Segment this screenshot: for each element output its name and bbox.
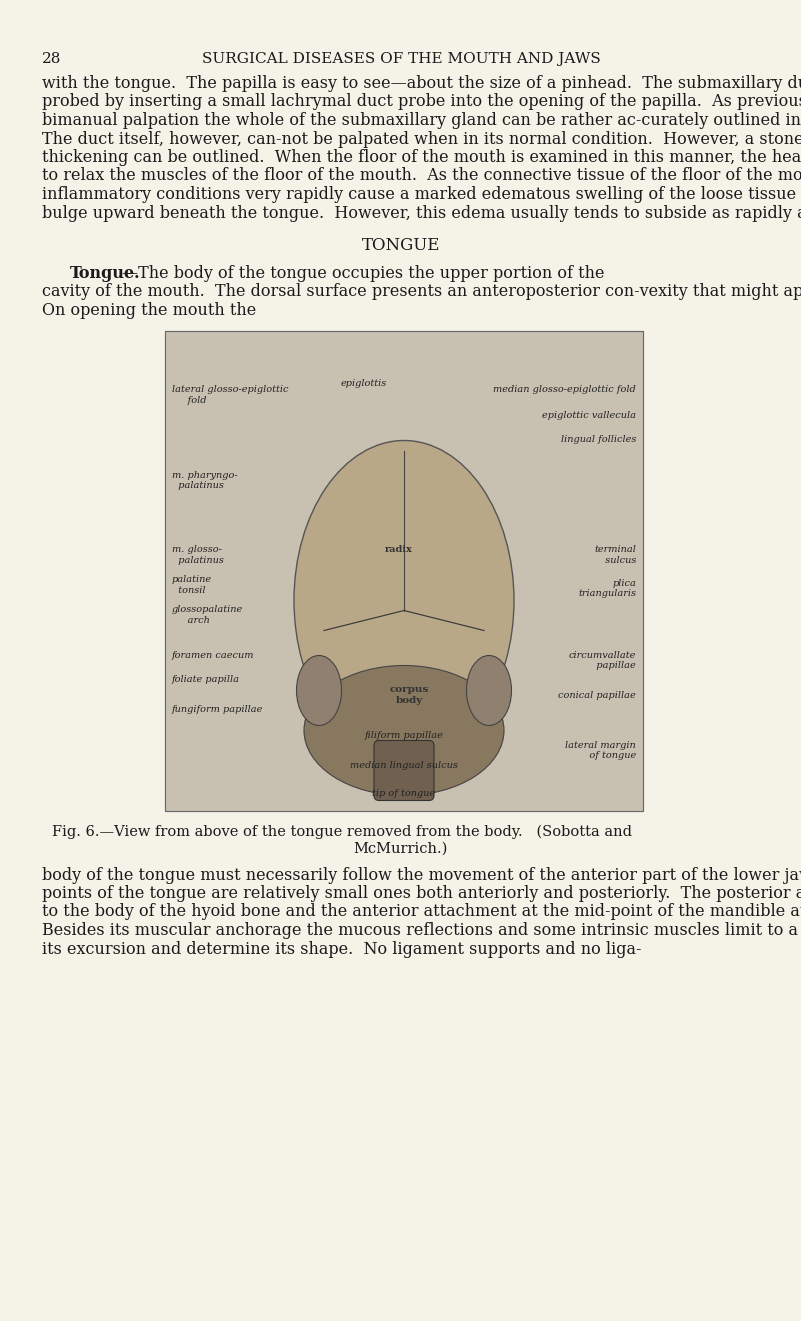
Text: corpus
body: corpus body — [389, 686, 429, 705]
Text: Besides its muscular anchorage the mucous reflections and some intrinsic muscles: Besides its muscular anchorage the mucou… — [42, 922, 801, 939]
Text: circumvallate
   papillae: circumvallate papillae — [569, 650, 636, 670]
Text: epiglottic vallecula: epiglottic vallecula — [542, 411, 636, 420]
Ellipse shape — [296, 655, 341, 725]
Text: lingual follicles: lingual follicles — [561, 436, 636, 444]
Text: inflammatory conditions very rapidly cause a marked edematous swelling of the lo: inflammatory conditions very rapidly cau… — [42, 186, 801, 203]
Text: On opening the mouth the: On opening the mouth the — [42, 303, 256, 318]
Ellipse shape — [304, 666, 504, 795]
Text: lateral margin
   of tongue: lateral margin of tongue — [566, 741, 636, 760]
Text: to the body of the hyoid bone and the anterior attachment at the mid­point of th: to the body of the hyoid bone and the an… — [42, 904, 801, 921]
Text: tip of tongue: tip of tongue — [372, 789, 436, 798]
Text: lateral glosso-epiglottic
     fold: lateral glosso-epiglottic fold — [172, 386, 288, 406]
Text: m. glosso-
  palatinus: m. glosso- palatinus — [172, 546, 223, 565]
Text: to relax the muscles of the floor of the mouth.  As the connective tissue of the: to relax the muscles of the floor of the… — [42, 168, 801, 185]
Text: filiform papillae: filiform papillae — [364, 731, 444, 740]
Text: plica
triangularis: plica triangularis — [578, 579, 636, 598]
Text: Fig. 6.—View from above of the tongue removed from the body.   (Sobotta and: Fig. 6.—View from above of the tongue re… — [52, 824, 632, 839]
Text: body of the tongue must necessarily follow the movement of the anterior part of : body of the tongue must necessarily foll… — [42, 867, 801, 884]
Text: bimanual palpation the whole of the submaxillary gland can be rather ac­curately: bimanual palpation the whole of the subm… — [42, 112, 801, 129]
Text: bulge upward beneath the tongue.  However, this edema usually tends to subside a: bulge upward beneath the tongue. However… — [42, 205, 801, 222]
Text: median lingual sulcus: median lingual sulcus — [350, 761, 458, 770]
Text: foliate papilla: foliate papilla — [172, 675, 240, 684]
Text: —The body of the tongue occupies the upper portion of the: —The body of the tongue occupies the upp… — [122, 266, 605, 281]
Text: its excursion and determine its shape.  No ligament supports and no liga­: its excursion and determine its shape. N… — [42, 941, 642, 958]
Text: Tongue.: Tongue. — [70, 266, 141, 281]
Text: radix: radix — [385, 546, 413, 555]
Text: probed by inserting a small lachrymal duct probe into the opening of the papilla: probed by inserting a small lachrymal du… — [42, 94, 801, 111]
Text: The duct itself, however, can­not be palpated when in its normal condition.  How: The duct itself, however, can­not be pal… — [42, 131, 801, 148]
Text: glossopalatine
     arch: glossopalatine arch — [172, 605, 244, 625]
Text: with the tongue.  The papilla is easy to see—about the size of a pinhead.  The s: with the tongue. The papilla is easy to … — [42, 75, 801, 92]
Text: cavity of the mouth.  The dorsal surface presents an anteroposterior con­vexity : cavity of the mouth. The dorsal surface … — [42, 284, 801, 300]
Text: points of the tongue are relatively small ones both anteriorly and posteriorly. : points of the tongue are relatively smal… — [42, 885, 801, 902]
Text: fungiform papillae: fungiform papillae — [172, 705, 264, 715]
Text: palatine
  tonsil: palatine tonsil — [172, 576, 212, 594]
Ellipse shape — [294, 440, 514, 761]
Bar — [165, 330, 643, 811]
Text: McMurrich.): McMurrich.) — [354, 841, 449, 856]
Text: m. pharyngo-
  palatinus: m. pharyngo- palatinus — [172, 470, 238, 490]
Ellipse shape — [466, 655, 512, 725]
Text: median glosso-epiglottic fold: median glosso-epiglottic fold — [493, 386, 636, 395]
FancyBboxPatch shape — [374, 741, 434, 801]
Text: 28: 28 — [42, 52, 62, 66]
Text: SURGICAL DISEASES OF THE MOUTH AND JAWS: SURGICAL DISEASES OF THE MOUTH AND JAWS — [202, 52, 601, 66]
Bar — [165, 330, 643, 811]
Text: terminal
  sulcus: terminal sulcus — [594, 546, 636, 565]
Text: thickening can be outlined.  When the floor of the mouth is examined in this man: thickening can be outlined. When the flo… — [42, 149, 801, 166]
Text: TONGUE: TONGUE — [362, 236, 441, 254]
Text: foramen caecum: foramen caecum — [172, 650, 255, 659]
Text: epiglottis: epiglottis — [341, 379, 387, 387]
Text: conical papillae: conical papillae — [558, 691, 636, 700]
